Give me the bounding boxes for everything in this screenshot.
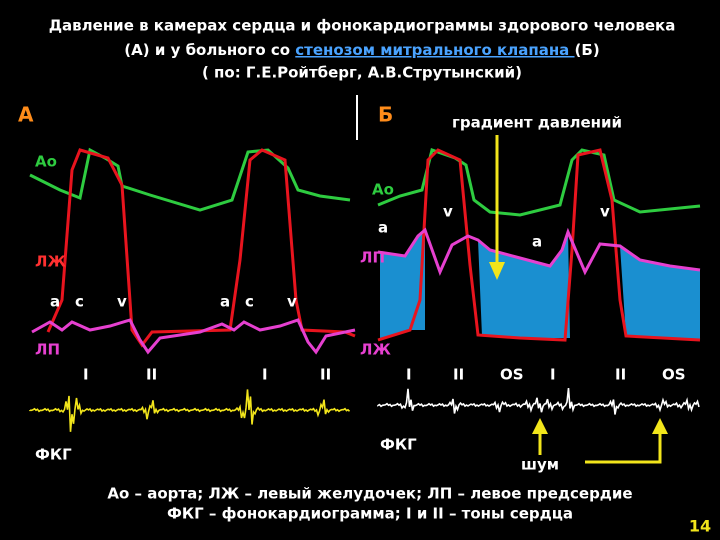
curve-label: v [287, 293, 297, 311]
curve-label: ЛЖ [360, 341, 391, 359]
curve-label: OS [662, 366, 686, 384]
curve-label: I [550, 366, 556, 384]
curve-label: ФКГ [35, 446, 72, 464]
curve-label: c [245, 293, 254, 311]
title-link[interactable]: стенозом митрального клапана [295, 41, 574, 59]
curve-label: v [600, 203, 610, 221]
curve-label: v [443, 203, 453, 221]
legend-line: ФКГ – фонокардиограмма; I и II – тоны се… [167, 505, 573, 523]
title-text: (Б) [575, 41, 600, 59]
curve-label: ФКГ [380, 436, 417, 454]
curve-label: OS [500, 366, 524, 384]
noise-label: шум [521, 456, 559, 474]
page-number: 14 [689, 517, 711, 536]
pressure-gradient-fill [380, 230, 700, 340]
panel-label: Б [378, 103, 393, 127]
curve-label: ЛП [360, 249, 385, 267]
gradient-label: градиент давлений [452, 114, 622, 132]
curve-label: II [453, 366, 464, 384]
curve-label: a [378, 219, 388, 237]
curve-label: c [75, 293, 84, 311]
curve-label: II [615, 366, 626, 384]
aorta-curve [29, 147, 351, 212]
panel-label: А [18, 103, 34, 127]
curve-label: Ао [35, 153, 57, 171]
curve-label: a [220, 293, 230, 311]
title-line: (А) и у больного со стенозом митрального… [124, 41, 599, 59]
curve-label: I [83, 366, 89, 384]
lv-curve [377, 148, 701, 342]
curve-label: I [406, 366, 412, 384]
arrow [489, 135, 668, 464]
pcg-trace [377, 388, 700, 415]
curve-label: ЛЖ [35, 253, 66, 271]
curve-label: II [320, 366, 331, 384]
curve-label: a [532, 233, 542, 251]
curve-label: ЛП [35, 341, 60, 359]
title-line: Давление в камерах сердца и фонокардиогр… [49, 17, 676, 35]
la-curve [377, 227, 701, 277]
curve-label: a [50, 293, 60, 311]
curve-label: II [146, 366, 157, 384]
curve-label: Ао [372, 181, 394, 199]
title-line: ( по: Г.Е.Ройтберг, А.В.Струтынский) [202, 64, 522, 82]
phonocardiogram [29, 388, 700, 432]
curve-label: I [262, 366, 268, 384]
pcg-trace [29, 389, 351, 432]
la-curve [31, 318, 356, 355]
title-text: (А) и у больного со [124, 41, 295, 59]
lv-curve [46, 148, 356, 348]
legend-line: Ао – аорта; ЛЖ – левый желудочек; ЛП – л… [107, 485, 632, 503]
curve-label: v [117, 293, 127, 311]
